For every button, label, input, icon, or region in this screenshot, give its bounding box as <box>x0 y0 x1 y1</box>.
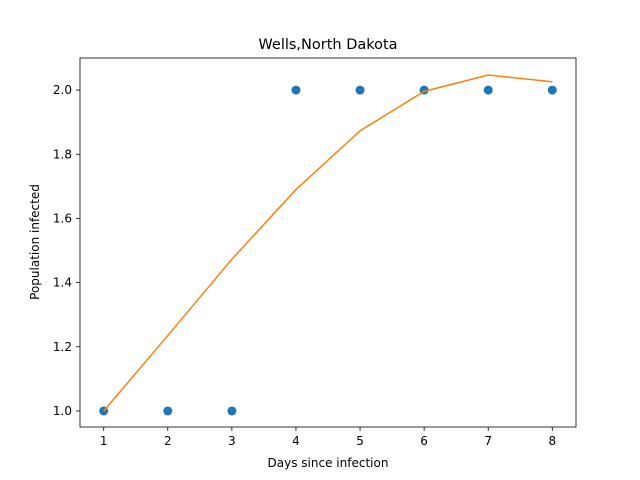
x-tick-label: 6 <box>420 434 428 448</box>
x-tick-label: 2 <box>164 434 172 448</box>
fit-line <box>103 74 553 412</box>
x-axis: 1 2 3 4 5 6 7 8 <box>100 427 556 448</box>
scatter-point <box>547 85 557 95</box>
y-tick-label: 1.2 <box>53 340 72 354</box>
scatter-point <box>163 406 173 416</box>
y-tick-label: 1.6 <box>53 211 72 225</box>
y-axis: 1.0 1.2 1.4 1.6 1.8 2.0 <box>53 83 80 418</box>
x-tick-label: 3 <box>228 434 236 448</box>
y-tick-label: 1.4 <box>53 276 72 290</box>
scatter-point <box>291 85 301 95</box>
axes-frame <box>79 57 577 428</box>
plot-area <box>99 74 557 416</box>
x-tick-label: 4 <box>292 434 300 448</box>
chart-title: Wells,North Dakota <box>258 37 397 53</box>
scatter-point <box>355 85 365 95</box>
y-axis-label: Population infected <box>28 184 42 300</box>
scatter-point <box>227 406 237 416</box>
x-axis-label: Days since infection <box>268 456 389 470</box>
y-tick-label: 2.0 <box>53 83 72 97</box>
y-tick-label: 1.0 <box>53 404 72 418</box>
x-tick-label: 8 <box>548 434 556 448</box>
x-tick-label: 1 <box>100 434 108 448</box>
x-tick-label: 5 <box>356 434 364 448</box>
y-tick-label: 1.8 <box>53 147 72 161</box>
x-tick-label: 7 <box>484 434 492 448</box>
scatter-point <box>483 85 493 95</box>
